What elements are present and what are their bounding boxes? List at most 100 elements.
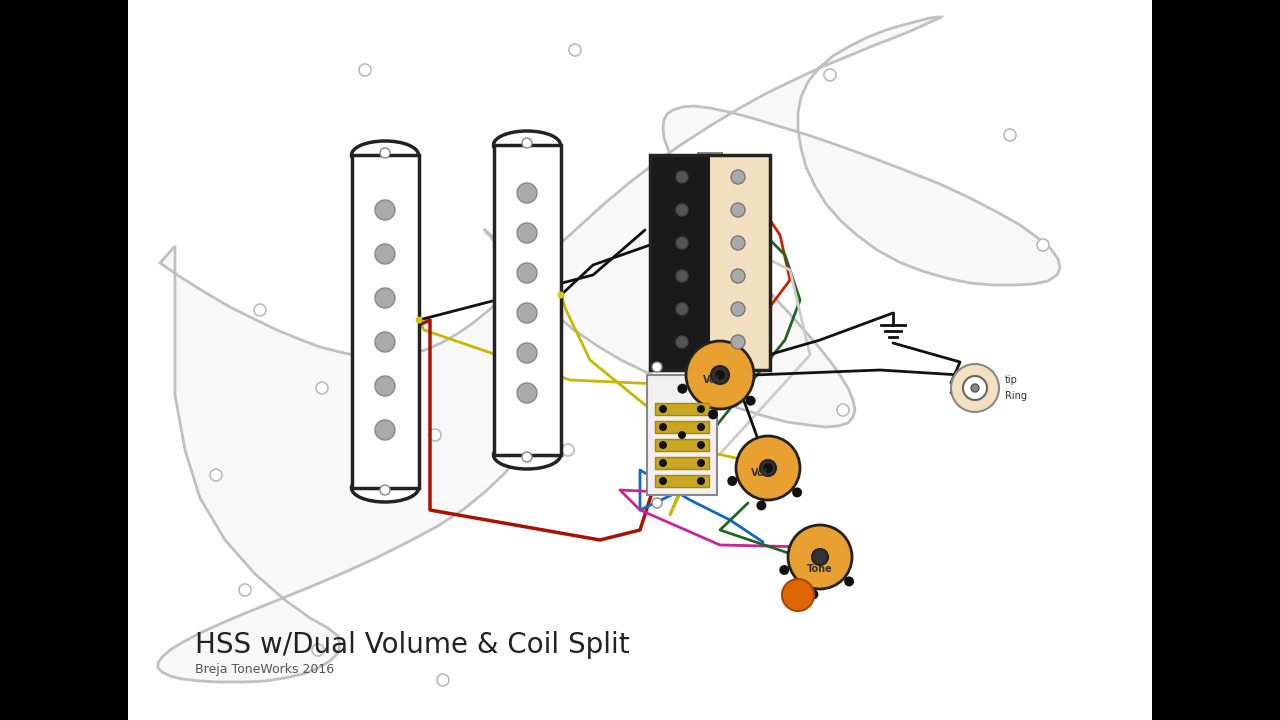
- Circle shape: [517, 343, 538, 363]
- Circle shape: [517, 383, 538, 403]
- Circle shape: [358, 64, 371, 76]
- Circle shape: [731, 236, 745, 250]
- Circle shape: [375, 376, 396, 396]
- Circle shape: [686, 341, 754, 409]
- Circle shape: [312, 644, 324, 656]
- Circle shape: [760, 460, 776, 476]
- Ellipse shape: [352, 141, 419, 169]
- Bar: [655, 421, 709, 433]
- Circle shape: [677, 384, 687, 394]
- Text: tip: tip: [1005, 375, 1018, 385]
- Circle shape: [731, 269, 745, 283]
- Bar: [698, 153, 722, 167]
- Text: Vol: Vol: [704, 375, 721, 385]
- Circle shape: [731, 302, 745, 316]
- Circle shape: [731, 170, 745, 184]
- Circle shape: [1037, 239, 1050, 251]
- Polygon shape: [157, 17, 1060, 682]
- Text: HSS w/Dual Volume & Coil Split: HSS w/Dual Volume & Coil Split: [195, 631, 630, 659]
- Circle shape: [782, 579, 814, 611]
- Circle shape: [380, 485, 390, 495]
- Circle shape: [659, 423, 667, 431]
- Circle shape: [517, 263, 538, 283]
- Bar: [655, 475, 709, 487]
- Circle shape: [659, 405, 667, 413]
- Bar: [655, 439, 709, 451]
- Circle shape: [522, 138, 532, 148]
- Circle shape: [659, 441, 667, 449]
- Circle shape: [763, 463, 773, 473]
- Bar: [650, 155, 710, 370]
- Circle shape: [570, 44, 581, 56]
- Circle shape: [824, 69, 836, 81]
- Circle shape: [963, 376, 987, 400]
- Text: Tone: Tone: [808, 564, 833, 574]
- Circle shape: [809, 590, 818, 600]
- Circle shape: [951, 364, 998, 412]
- Bar: [352, 155, 419, 488]
- Circle shape: [698, 441, 705, 449]
- Circle shape: [746, 396, 755, 405]
- Circle shape: [676, 336, 689, 348]
- Circle shape: [1004, 129, 1016, 141]
- Circle shape: [708, 410, 718, 419]
- Circle shape: [210, 469, 221, 481]
- Circle shape: [375, 244, 396, 264]
- Circle shape: [562, 444, 573, 456]
- Bar: [1152, 0, 1280, 720]
- Circle shape: [756, 500, 767, 510]
- Circle shape: [517, 183, 538, 203]
- Circle shape: [375, 288, 396, 308]
- Circle shape: [694, 439, 707, 451]
- Circle shape: [837, 404, 849, 416]
- Bar: [0, 0, 128, 720]
- Circle shape: [731, 203, 745, 217]
- Circle shape: [253, 304, 266, 316]
- Text: Vol: Vol: [751, 468, 768, 478]
- Circle shape: [792, 487, 803, 498]
- Circle shape: [416, 317, 422, 323]
- Circle shape: [316, 382, 328, 394]
- Circle shape: [375, 200, 396, 220]
- Circle shape: [676, 270, 689, 282]
- Circle shape: [517, 223, 538, 243]
- Circle shape: [844, 577, 854, 586]
- Circle shape: [780, 565, 790, 575]
- Bar: [655, 457, 709, 469]
- Bar: [494, 145, 561, 455]
- Circle shape: [429, 429, 442, 441]
- Circle shape: [698, 405, 705, 413]
- Circle shape: [698, 477, 705, 485]
- Circle shape: [375, 420, 396, 440]
- Bar: [710, 155, 771, 370]
- Circle shape: [652, 498, 662, 508]
- Ellipse shape: [494, 131, 561, 159]
- Circle shape: [436, 674, 449, 686]
- Bar: [352, 155, 419, 488]
- Circle shape: [972, 384, 979, 392]
- Bar: [650, 155, 771, 370]
- Circle shape: [731, 335, 745, 349]
- Circle shape: [517, 303, 538, 323]
- Circle shape: [727, 476, 737, 486]
- Bar: [655, 403, 709, 415]
- Ellipse shape: [352, 474, 419, 502]
- Circle shape: [710, 366, 730, 384]
- Circle shape: [676, 303, 689, 315]
- Circle shape: [522, 452, 532, 462]
- Circle shape: [676, 171, 689, 183]
- Circle shape: [659, 477, 667, 485]
- Circle shape: [380, 148, 390, 158]
- Circle shape: [652, 362, 662, 372]
- Circle shape: [676, 204, 689, 216]
- Circle shape: [788, 525, 852, 589]
- Bar: [646, 375, 717, 495]
- Text: Ring: Ring: [1005, 391, 1027, 401]
- Circle shape: [736, 436, 800, 500]
- Circle shape: [812, 549, 828, 565]
- Circle shape: [239, 584, 251, 596]
- Bar: [698, 358, 722, 372]
- Circle shape: [678, 431, 686, 439]
- Circle shape: [375, 332, 396, 352]
- Circle shape: [698, 423, 705, 431]
